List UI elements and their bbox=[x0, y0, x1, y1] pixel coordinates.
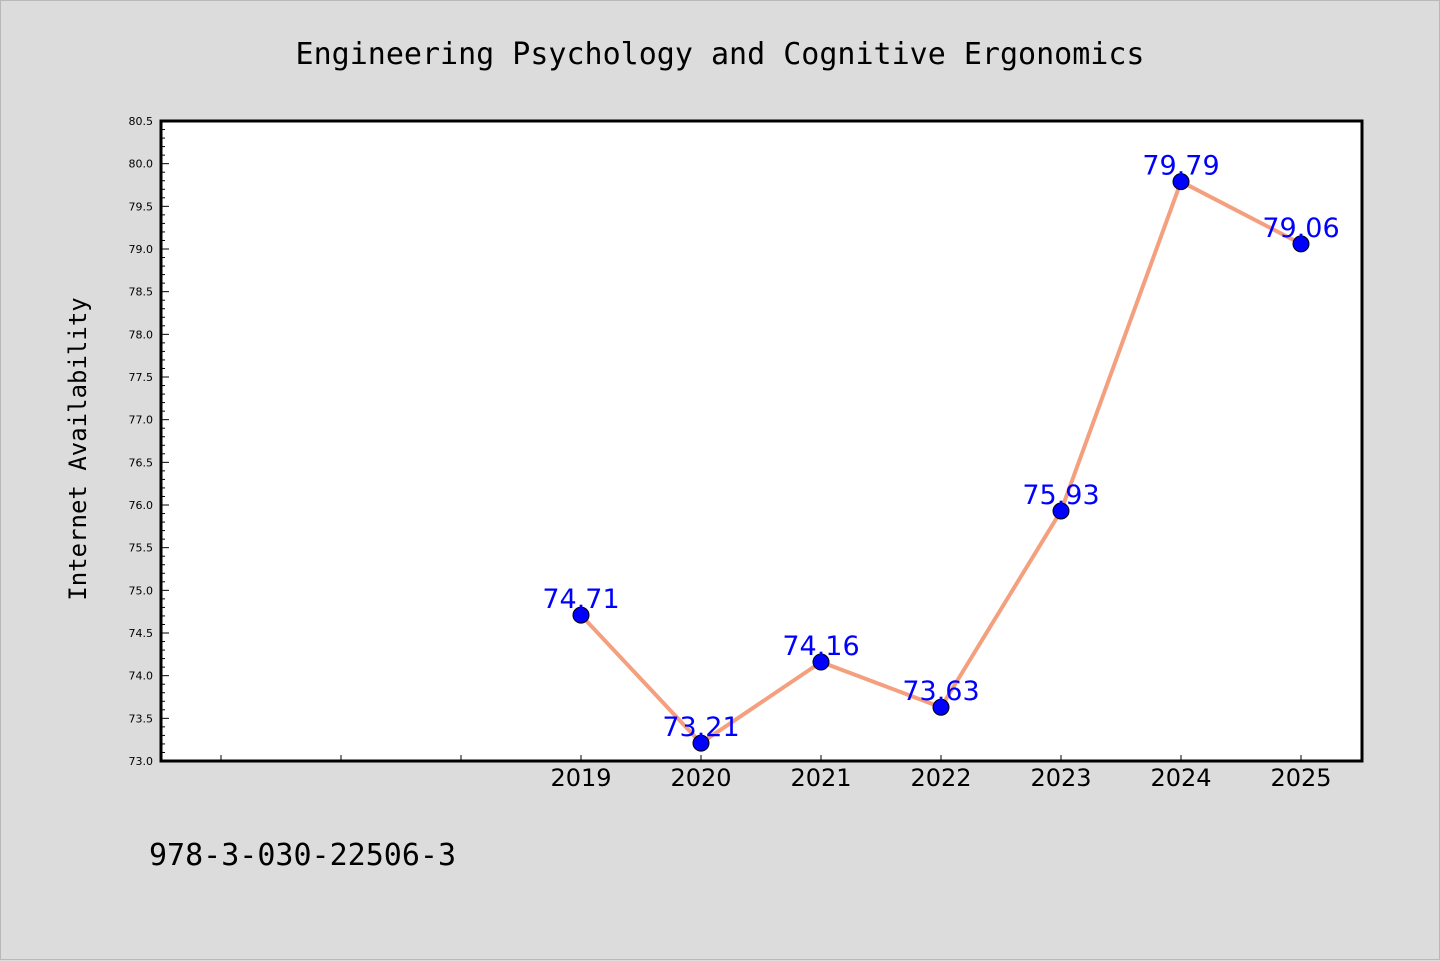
y-tick-label: 78.0 bbox=[129, 328, 154, 341]
y-tick-label: 75.0 bbox=[129, 584, 154, 597]
data-point bbox=[812, 653, 830, 671]
data-point bbox=[692, 734, 710, 752]
footer-isbn: 978-3-030-22506-3 bbox=[149, 838, 456, 873]
data-label: 73.63 bbox=[902, 676, 979, 707]
data-labels: 74.71 73.21 74.16 73.63 75.93 79.79 79.06 bbox=[542, 151, 1339, 743]
chart-title: Engineering Psychology and Cognitive Erg… bbox=[296, 37, 1145, 72]
y-tick-label: 74.0 bbox=[129, 670, 154, 683]
data-point bbox=[572, 606, 590, 624]
x-tick-label: 2025 bbox=[1270, 764, 1331, 792]
data-label: 73.21 bbox=[662, 712, 739, 743]
data-point bbox=[1292, 235, 1310, 253]
plot-area bbox=[159, 119, 1364, 763]
series-group bbox=[572, 173, 1310, 752]
y-tick-label: 75.5 bbox=[129, 542, 154, 555]
y-tick-label: 80.5 bbox=[129, 115, 154, 128]
data-label: 75.93 bbox=[1022, 480, 1099, 511]
y-tick-label: 80.0 bbox=[129, 158, 154, 171]
x-tick-label: 2021 bbox=[790, 764, 851, 792]
data-label: 79.06 bbox=[1262, 213, 1339, 244]
x-tick-label: 2023 bbox=[1030, 764, 1091, 792]
y-tick-label: 76.0 bbox=[129, 499, 154, 512]
y-tick-label: 74.5 bbox=[129, 627, 154, 640]
y-tick-label: 73.5 bbox=[129, 712, 154, 725]
y-tick-label: 73.0 bbox=[129, 755, 154, 768]
data-point bbox=[1172, 173, 1190, 191]
y-tick-label: 76.5 bbox=[129, 456, 154, 469]
y-axis-label: Internet Availability bbox=[64, 297, 92, 600]
y-tick-label: 79.5 bbox=[129, 200, 154, 213]
x-tick-label: 2022 bbox=[910, 764, 971, 792]
y-tick-label: 77.5 bbox=[129, 371, 154, 384]
y-tick-label: 78.5 bbox=[129, 286, 154, 299]
y-axis-ticks: 73.0 73.5 74.0 74.5 75.0 75.5 76.0 76.5 77.0 77.5… bbox=[129, 115, 169, 768]
data-label: 74.16 bbox=[782, 631, 859, 662]
data-point bbox=[932, 698, 950, 716]
data-label: 74.71 bbox=[542, 584, 619, 615]
y-tick-label: 77.0 bbox=[129, 414, 154, 427]
x-axis-ticks: 2019 2020 2021 2022 2023 2024 2025 bbox=[220, 755, 1332, 792]
x-tick-label: 2024 bbox=[1150, 764, 1211, 792]
x-tick-label: 2020 bbox=[670, 764, 731, 792]
data-point bbox=[1052, 502, 1070, 520]
data-label: 79.79 bbox=[1142, 151, 1219, 182]
x-tick-label: 2019 bbox=[550, 764, 611, 792]
y-tick-label: 79.0 bbox=[129, 243, 154, 256]
